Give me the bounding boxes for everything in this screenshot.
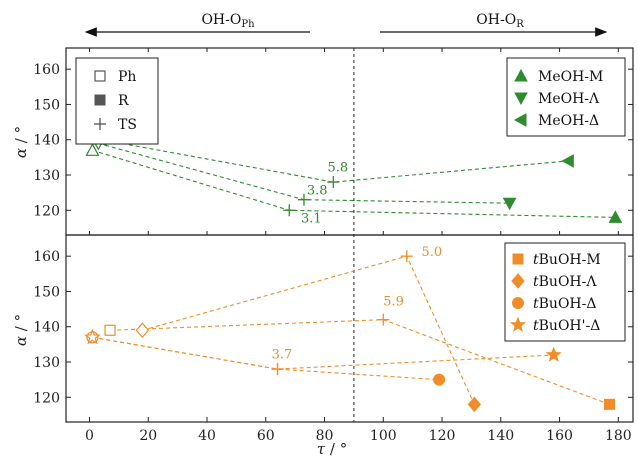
x-tick-label: 100 — [370, 428, 397, 444]
region-label-right: OH-OR — [476, 12, 524, 30]
legend-meoh: MeOH-M MeOH-Λ MeOH-Δ — [506, 57, 626, 137]
legend-label: MeOH-M — [538, 69, 603, 85]
x-tick-label: 140 — [487, 428, 514, 444]
region-header-right: OH-OR — [380, 12, 608, 37]
y-tick-label: 140 — [33, 320, 60, 336]
legend-label: tBuOH-Δ — [533, 296, 596, 312]
y-tick-label: 150 — [33, 97, 60, 113]
data-point — [377, 313, 390, 326]
annotation-label: 3.1 — [301, 212, 322, 227]
data-point — [467, 396, 482, 413]
data-point — [84, 328, 101, 345]
annotation-label: 3.7 — [272, 347, 293, 362]
annotation-label: 5.0 — [421, 245, 442, 260]
bottom-series-layer — [84, 250, 615, 413]
series-line — [92, 149, 616, 218]
annotation-label: 5.8 — [327, 160, 348, 175]
data-point — [297, 193, 310, 206]
data-point — [608, 210, 623, 223]
y-tick-label: 160 — [33, 62, 60, 78]
bottom-y-axis-label: α / ° — [12, 314, 30, 346]
legend-label: R — [118, 93, 129, 109]
y-tick-label: 130 — [33, 355, 60, 371]
data-point — [502, 197, 517, 211]
legend-label: MeOH-Δ — [538, 113, 599, 129]
y-tick-label: 130 — [33, 168, 60, 184]
top-series-layer — [85, 132, 623, 223]
data-point — [400, 250, 413, 263]
y-tick-label: 160 — [33, 249, 60, 265]
series-line — [142, 255, 475, 405]
data-point — [561, 154, 574, 168]
region-label-left: OH-OPh — [201, 12, 255, 30]
y-tick-label: 120 — [33, 390, 60, 406]
legend-label: Ph — [118, 69, 136, 85]
y-tick-label: 150 — [33, 284, 60, 300]
legend-marker — [513, 113, 527, 127]
data-point — [327, 176, 340, 189]
bottom-y-ticks: 120 130 140 150 160 — [33, 249, 633, 406]
x-ticks: 0 20 40 60 80 100 120 140 160 180 — [85, 48, 632, 444]
data-point — [603, 398, 615, 410]
x-tick-label: 180 — [605, 428, 632, 444]
legend-marker — [512, 297, 524, 309]
bottom-panel-frame — [65, 234, 634, 423]
x-tick-label: 80 — [316, 428, 334, 444]
legend-label: MeOH-Λ — [538, 91, 600, 107]
legend-marker — [514, 68, 528, 82]
legend-marker — [514, 92, 528, 106]
legend-marker — [94, 94, 106, 106]
annotations-layer: 5.8 3.8 3.1 5.0 5.9 3.7 — [272, 160, 443, 362]
legend-marker — [512, 253, 524, 265]
data-point — [545, 346, 562, 362]
data-point — [271, 363, 284, 376]
data-point — [135, 322, 150, 339]
data-point — [104, 324, 116, 336]
x-axis-label: τ / ° — [317, 440, 347, 458]
data-point — [85, 143, 100, 156]
legend-label: tBuOH-M — [533, 252, 601, 268]
legend-label: tBuOH-Λ — [533, 274, 597, 290]
legend-marker-types: Ph R TS — [75, 57, 159, 145]
region-header-left: OH-OPh — [84, 12, 310, 37]
series-line — [92, 336, 440, 381]
x-tick-label: 20 — [139, 428, 157, 444]
legend-marker — [509, 316, 527, 332]
series-line — [101, 139, 569, 183]
legend-marker — [511, 273, 525, 289]
x-tick-label: 120 — [429, 428, 456, 444]
y-tick-label: 120 — [33, 203, 60, 219]
legend-label: tBuOH'-Δ — [533, 318, 600, 334]
y-tick-label: 140 — [33, 133, 60, 149]
annotation-label: 5.9 — [383, 295, 404, 310]
data-point — [433, 373, 446, 386]
top-y-ticks: 120 130 140 150 160 — [33, 62, 633, 219]
top-y-axis-label: α / ° — [12, 126, 30, 158]
data-point — [283, 204, 296, 217]
annotation-label: 3.8 — [307, 183, 328, 198]
x-tick-label: 160 — [546, 428, 573, 444]
x-tick-label: 60 — [257, 428, 275, 444]
x-tick-label: 0 — [85, 428, 94, 444]
series-line — [92, 336, 554, 370]
legend-label: TS — [118, 117, 137, 133]
legend-tbuoh: tBuOH-M tBuOH-Λ tBuOH-Δ tBuOH'-Δ — [504, 242, 626, 342]
legend-marker — [94, 70, 106, 82]
x-tick-label: 40 — [198, 428, 216, 444]
legend-marker — [94, 118, 106, 130]
